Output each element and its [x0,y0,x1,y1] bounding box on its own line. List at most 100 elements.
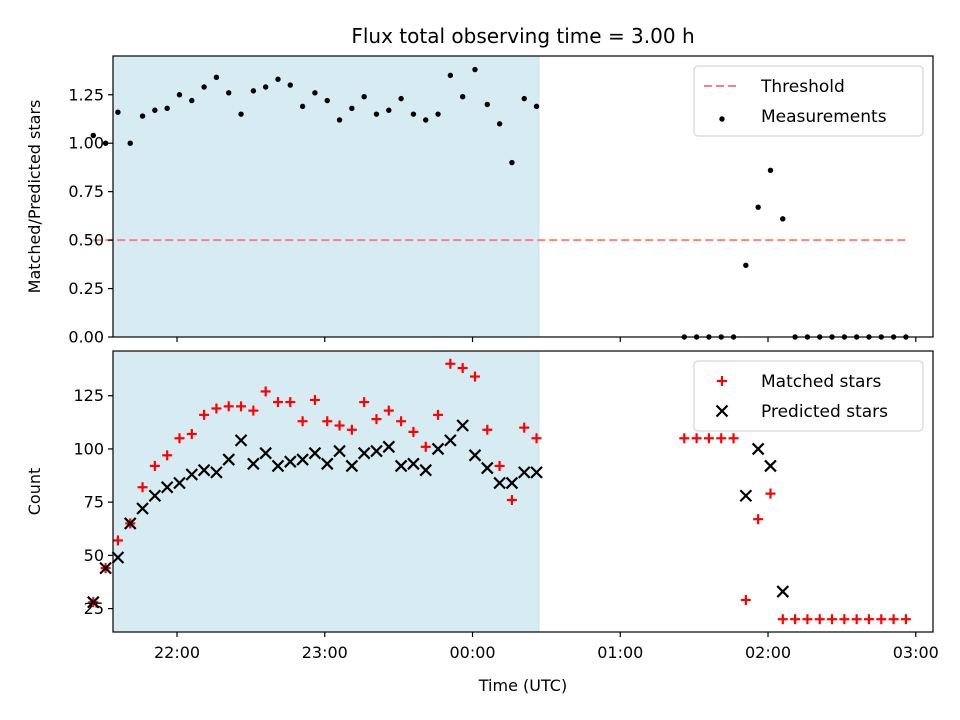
data-point [185,468,199,481]
data-point [519,422,530,433]
x-tick-label: 00:00 [449,643,495,662]
data-point [447,72,454,79]
data-point [382,440,396,454]
data-point [164,105,170,112]
data-point [509,159,515,166]
data-point [517,466,531,479]
data-point-stroke [271,459,285,473]
data-point [767,167,774,174]
data-point [345,459,359,473]
data-point-stroke [247,457,260,471]
data-point [888,614,899,625]
data-point-stroke [111,551,125,564]
data-point-stroke [160,480,174,494]
data-point [211,403,222,414]
data-point-stroke [345,459,359,473]
data-point [223,401,234,412]
y-tick-label: 0.00 [68,328,104,347]
data-point [102,140,109,146]
data-point-stroke [234,434,248,447]
x-tick-label: 01:00 [597,643,643,662]
data-point-stroke [419,463,433,477]
data-point-stroke [382,440,396,454]
data-point [189,97,195,104]
data-point-stroke [493,476,506,490]
data-point-stroke [123,517,137,530]
data-point [162,450,173,461]
data-point [308,446,322,460]
data-point [533,103,540,110]
data-point [505,476,519,490]
data-point-stroke [185,468,199,481]
data-point [111,551,125,564]
x-axis-label: Time (UTC) [478,676,567,695]
data-point [802,614,813,625]
data-point [199,409,210,420]
data-point [751,442,765,456]
data-point [407,457,420,471]
data-point [284,455,297,468]
data-point-stroke [407,457,420,471]
data-point [703,433,714,444]
data-point [531,433,542,444]
legend-dot-swatch [719,116,725,122]
data-point [679,433,690,444]
data-point [361,93,367,100]
legend-swatch-stroke [715,404,729,418]
data-point-stroke [357,446,371,460]
data-point-stroke [776,585,790,598]
data-point [433,409,444,420]
shaded-interval [112,350,540,633]
data-point [370,444,383,458]
data-point [506,495,517,506]
data-point [226,90,232,96]
data-point [236,401,247,412]
chart-title: Flux total observing time = 3.00 h [351,24,694,48]
data-point [324,97,330,104]
data-point [420,441,431,452]
legend: Matched stars Predicted stars [693,360,924,432]
y-axis-label: Matched/Predicted stars [25,100,44,294]
data-point-stroke [320,457,334,471]
data-point [419,463,433,477]
data-point-stroke [173,476,186,490]
axes-frame [112,55,934,338]
data-point [139,113,146,119]
data-point [238,111,244,117]
data-point-stroke [210,466,223,479]
data-point [149,460,160,471]
data-point [839,614,850,625]
data-point [790,614,801,625]
data-point [160,480,174,494]
data-point [386,107,392,113]
x-tick-label: 02:00 [745,643,791,662]
data-point [174,433,185,444]
legend-x-swatch [715,404,729,418]
data-point [148,489,162,503]
data-point [472,66,478,73]
data-point [201,84,207,90]
data-point [396,416,407,427]
data-point [765,488,776,499]
data-point [359,397,370,408]
data-point [260,386,271,397]
y-tick-label: 75 [84,493,104,512]
data-point [482,424,493,435]
data-point [383,405,394,416]
data-point [456,419,469,432]
data-point [739,489,753,503]
legend-plus-swatch [717,376,727,386]
data-point [186,429,197,440]
data-point [99,561,112,575]
data-point [876,614,887,625]
data-point [176,92,183,98]
y-tick-label: 50 [84,546,104,565]
y-tick-label: 25 [84,599,104,618]
data-point-stroke [481,461,494,475]
data-point-stroke [444,434,457,447]
data-point [297,416,308,427]
data-point [173,476,186,490]
axes-frame [112,350,934,633]
data-point [137,482,148,493]
data-point [900,614,911,625]
